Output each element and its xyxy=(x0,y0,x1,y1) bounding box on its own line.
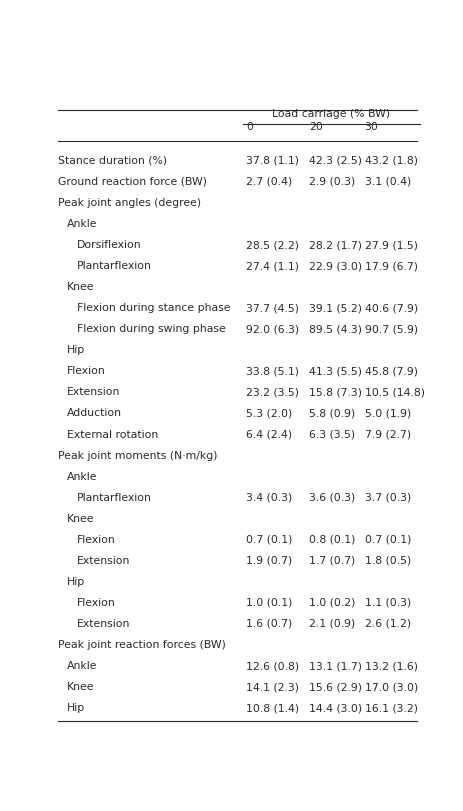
Text: 41.3 (5.5): 41.3 (5.5) xyxy=(309,367,362,376)
Text: 37.7 (4.5): 37.7 (4.5) xyxy=(246,303,299,313)
Text: Plantarflexion: Plantarflexion xyxy=(76,261,151,271)
Text: Flexion during stance phase: Flexion during stance phase xyxy=(76,303,230,313)
Text: 2.6 (1.2): 2.6 (1.2) xyxy=(365,619,411,629)
Text: 17.0 (3.0): 17.0 (3.0) xyxy=(365,682,418,692)
Text: 13.1 (1.7): 13.1 (1.7) xyxy=(309,661,362,671)
Text: Knee: Knee xyxy=(67,513,94,524)
Text: 2.9 (0.3): 2.9 (0.3) xyxy=(309,177,355,187)
Text: 0.8 (0.1): 0.8 (0.1) xyxy=(309,534,356,545)
Text: Knee: Knee xyxy=(67,282,94,292)
Text: 13.2 (1.6): 13.2 (1.6) xyxy=(365,661,418,671)
Text: 1.0 (0.1): 1.0 (0.1) xyxy=(246,598,293,608)
Text: 1.9 (0.7): 1.9 (0.7) xyxy=(246,556,293,566)
Text: 17.9 (6.7): 17.9 (6.7) xyxy=(365,261,418,271)
Text: 2.1 (0.9): 2.1 (0.9) xyxy=(309,619,355,629)
Text: Ankle: Ankle xyxy=(67,661,97,671)
Text: Flexion during swing phase: Flexion during swing phase xyxy=(76,324,225,334)
Text: Peak joint moments (N·m/kg): Peak joint moments (N·m/kg) xyxy=(58,451,217,461)
Text: 37.8 (1.1): 37.8 (1.1) xyxy=(246,156,299,166)
Text: 1.0 (0.2): 1.0 (0.2) xyxy=(309,598,356,608)
Text: 45.8 (7.9): 45.8 (7.9) xyxy=(365,367,418,376)
Text: 10.8 (1.4): 10.8 (1.4) xyxy=(246,703,300,713)
Text: Knee: Knee xyxy=(67,682,94,692)
Text: 27.4 (1.1): 27.4 (1.1) xyxy=(246,261,299,271)
Text: Extension: Extension xyxy=(76,619,130,629)
Text: 90.7 (5.9): 90.7 (5.9) xyxy=(365,324,418,334)
Text: 20: 20 xyxy=(309,122,323,132)
Text: 5.3 (2.0): 5.3 (2.0) xyxy=(246,409,293,418)
Text: External rotation: External rotation xyxy=(67,430,158,440)
Text: 27.9 (1.5): 27.9 (1.5) xyxy=(365,240,418,250)
Text: Stance duration (%): Stance duration (%) xyxy=(58,156,167,166)
Text: Peak joint angles (degree): Peak joint angles (degree) xyxy=(58,198,201,208)
Text: Flexion: Flexion xyxy=(76,598,115,608)
Text: 28.5 (2.2): 28.5 (2.2) xyxy=(246,240,299,250)
Text: 33.8 (5.1): 33.8 (5.1) xyxy=(246,367,299,376)
Text: Ground reaction force (BW): Ground reaction force (BW) xyxy=(58,177,207,187)
Text: Peak joint reaction forces (BW): Peak joint reaction forces (BW) xyxy=(58,640,226,650)
Text: Plantarflexion: Plantarflexion xyxy=(76,492,151,503)
Text: Extension: Extension xyxy=(76,556,130,566)
Text: 15.6 (2.9): 15.6 (2.9) xyxy=(309,682,362,692)
Text: 2.7 (0.4): 2.7 (0.4) xyxy=(246,177,293,187)
Text: 28.2 (1.7): 28.2 (1.7) xyxy=(309,240,362,250)
Text: 7.9 (2.7): 7.9 (2.7) xyxy=(365,430,411,440)
Text: 92.0 (6.3): 92.0 (6.3) xyxy=(246,324,300,334)
Text: 15.8 (7.3): 15.8 (7.3) xyxy=(309,388,362,397)
Text: 16.1 (3.2): 16.1 (3.2) xyxy=(365,703,418,713)
Text: 22.9 (3.0): 22.9 (3.0) xyxy=(309,261,362,271)
Text: Hip: Hip xyxy=(67,703,85,713)
Text: Hip: Hip xyxy=(67,577,85,587)
Text: 0: 0 xyxy=(246,122,253,132)
Text: Ankle: Ankle xyxy=(67,219,97,229)
Text: 5.0 (1.9): 5.0 (1.9) xyxy=(365,409,411,418)
Text: 89.5 (4.3): 89.5 (4.3) xyxy=(309,324,362,334)
Text: Ankle: Ankle xyxy=(67,472,97,482)
Text: Dorsiflexion: Dorsiflexion xyxy=(76,240,141,250)
Text: 1.1 (0.3): 1.1 (0.3) xyxy=(365,598,411,608)
Text: 12.6 (0.8): 12.6 (0.8) xyxy=(246,661,300,671)
Text: 6.4 (2.4): 6.4 (2.4) xyxy=(246,430,292,440)
Text: 40.6 (7.9): 40.6 (7.9) xyxy=(365,303,418,313)
Text: 10.5 (14.8): 10.5 (14.8) xyxy=(365,388,425,397)
Text: 0.7 (0.1): 0.7 (0.1) xyxy=(365,534,411,545)
Text: 14.4 (3.0): 14.4 (3.0) xyxy=(309,703,362,713)
Text: Flexion: Flexion xyxy=(67,367,106,376)
Text: 30: 30 xyxy=(365,122,379,132)
Text: 14.1 (2.3): 14.1 (2.3) xyxy=(246,682,299,692)
Text: Load carriage (% BW): Load carriage (% BW) xyxy=(272,109,391,118)
Text: 3.7 (0.3): 3.7 (0.3) xyxy=(365,492,411,503)
Text: 39.1 (5.2): 39.1 (5.2) xyxy=(309,303,362,313)
Text: 1.8 (0.5): 1.8 (0.5) xyxy=(365,556,411,566)
Text: 42.3 (2.5): 42.3 (2.5) xyxy=(309,156,362,166)
Text: 23.2 (3.5): 23.2 (3.5) xyxy=(246,388,299,397)
Text: Adduction: Adduction xyxy=(67,409,122,418)
Text: 6.3 (3.5): 6.3 (3.5) xyxy=(309,430,355,440)
Text: 3.6 (0.3): 3.6 (0.3) xyxy=(309,492,355,503)
Text: 3.4 (0.3): 3.4 (0.3) xyxy=(246,492,293,503)
Text: Hip: Hip xyxy=(67,345,85,355)
Text: 1.6 (0.7): 1.6 (0.7) xyxy=(246,619,293,629)
Text: 43.2 (1.8): 43.2 (1.8) xyxy=(365,156,418,166)
Text: 5.8 (0.9): 5.8 (0.9) xyxy=(309,409,355,418)
Text: 0.7 (0.1): 0.7 (0.1) xyxy=(246,534,293,545)
Text: Flexion: Flexion xyxy=(76,534,115,545)
Text: 1.7 (0.7): 1.7 (0.7) xyxy=(309,556,355,566)
Text: 3.1 (0.4): 3.1 (0.4) xyxy=(365,177,411,187)
Text: Extension: Extension xyxy=(67,388,120,397)
